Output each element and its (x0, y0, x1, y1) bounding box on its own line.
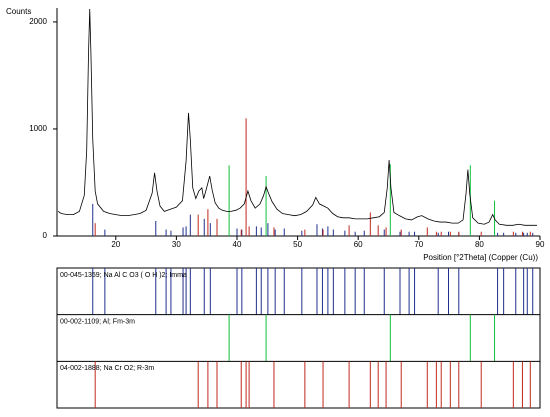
y-tick-label: 1000 (29, 124, 47, 133)
x-tick-label: 60 (354, 240, 363, 249)
reference-label: 04-002-1888; Na Cr O2; R-3m (60, 365, 154, 372)
reference-label: 00-002-1109; Al; Fm-3m (60, 319, 135, 326)
x-tick-label: 30 (172, 240, 181, 249)
y-tick-label: 0 (43, 231, 48, 240)
y-axis-label: Counts (6, 7, 31, 16)
x-tick-label: 40 (233, 240, 242, 249)
x-tick-label: 70 (414, 240, 423, 249)
x-axis-label: Position [°2Theta] (Copper (Cu)) (423, 253, 538, 262)
reference-label: 00-045-1359; Na Al C O3 ( O H )2; Imma (60, 272, 187, 279)
x-tick-label: 20 (111, 240, 120, 249)
y-tick-label: 2000 (29, 17, 47, 26)
x-tick-label: 90 (536, 240, 545, 249)
pattern-line (57, 9, 537, 226)
reference-frame (56, 267, 541, 409)
x-tick-label: 50 (293, 240, 302, 249)
x-tick-label: 80 (475, 240, 484, 249)
